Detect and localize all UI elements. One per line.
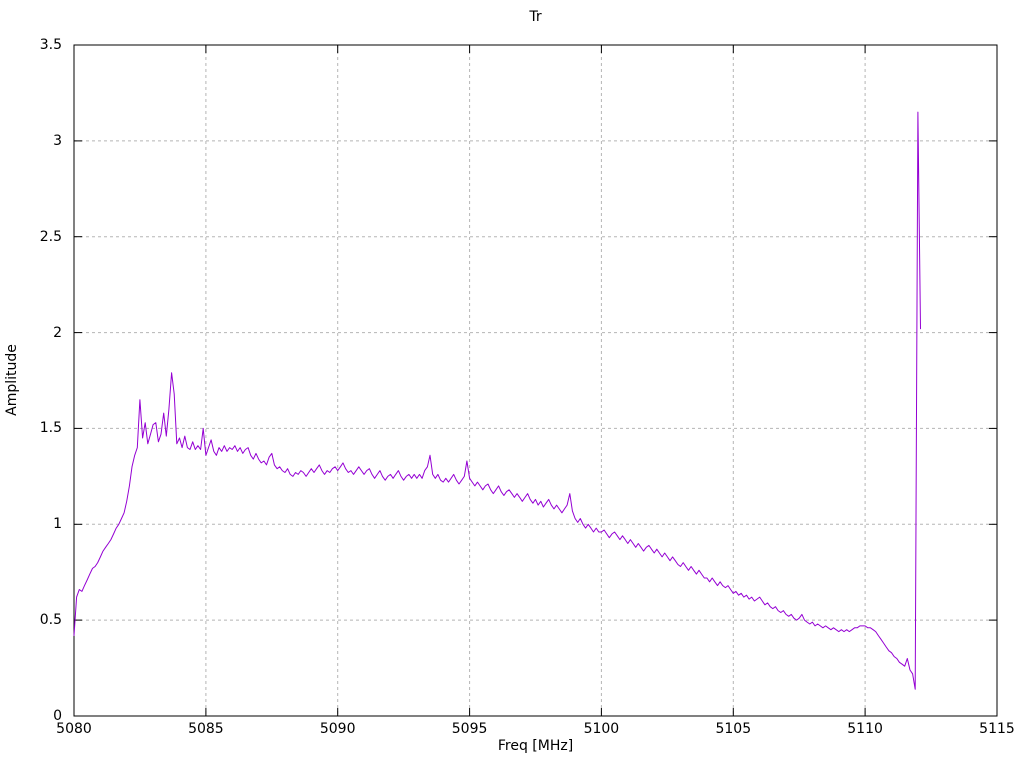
x-tick-label: 5090 — [319, 721, 356, 737]
x-tick-label: 5115 — [979, 721, 1015, 737]
x-tick-label: 5085 — [188, 721, 224, 737]
axis-ticks — [73, 44, 998, 717]
y-tick-label: 1 — [53, 516, 62, 533]
x-tick-label: 5080 — [56, 721, 92, 737]
data-series-line — [73, 111, 921, 690]
y-tick-label: 0 — [53, 708, 62, 724]
y-axis-label: Amplitude — [4, 344, 20, 416]
y-tick-label: 2 — [53, 324, 62, 341]
grid-lines — [73, 44, 998, 717]
y-tick-label: 3.5 — [39, 37, 62, 53]
x-tick-label: 5095 — [451, 721, 488, 737]
x-axis-label: Freq [MHz] — [497, 738, 574, 754]
y-tick-label: 3 — [53, 132, 62, 149]
chart-title: Tr — [529, 9, 542, 25]
y-tick-label: 1.5 — [39, 420, 62, 437]
x-tick-label: 5100 — [583, 721, 620, 737]
x-tick-label: 5105 — [715, 721, 752, 737]
y-tick-label: 2.5 — [39, 228, 62, 245]
plot-border — [73, 44, 998, 717]
y-tick-label: 0.5 — [39, 612, 62, 629]
x-tick-label: 5110 — [847, 721, 883, 737]
